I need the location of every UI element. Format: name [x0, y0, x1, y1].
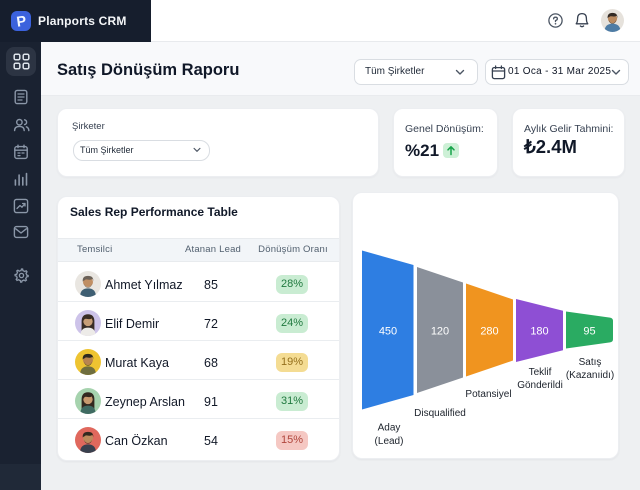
- svg-text:Satış: Satış: [579, 357, 602, 368]
- svg-text:(Kazanıidı): (Kazanıidı): [566, 370, 614, 381]
- svg-text:Gönderildi: Gönderildi: [517, 380, 563, 391]
- svg-text:Aday: Aday: [378, 423, 401, 434]
- svg-text:450: 450: [379, 326, 397, 338]
- svg-text:95: 95: [583, 326, 595, 338]
- svg-text:180: 180: [530, 326, 548, 338]
- svg-text:120: 120: [431, 326, 449, 338]
- svg-text:(Lead): (Lead): [375, 436, 404, 447]
- svg-text:Potansiyel: Potansiyel: [465, 389, 511, 400]
- svg-text:280: 280: [480, 326, 498, 338]
- svg-text:Teklif: Teklif: [529, 367, 552, 378]
- svg-text:P: P: [15, 14, 27, 31]
- svg-text:Disqualified: Disqualified: [414, 408, 466, 419]
